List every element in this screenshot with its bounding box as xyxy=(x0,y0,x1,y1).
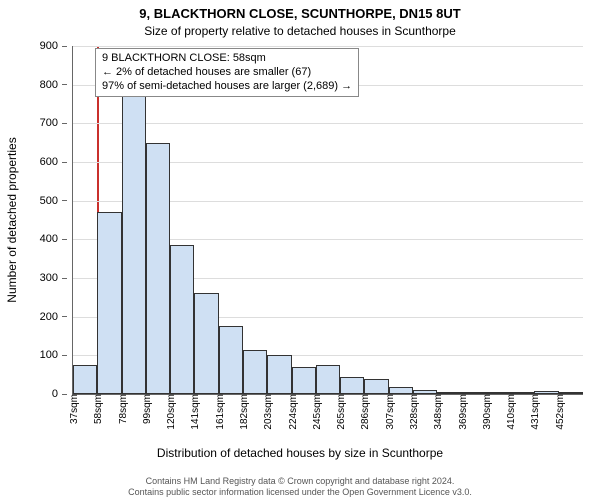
x-tick: 369sqm xyxy=(458,394,469,430)
x-tick: 328sqm xyxy=(409,394,420,430)
histogram-bar xyxy=(122,77,146,394)
x-tick: 182sqm xyxy=(239,394,250,430)
x-tick: 141sqm xyxy=(190,394,201,430)
histogram-bar xyxy=(389,387,413,394)
histogram-bar xyxy=(73,365,97,394)
x-tick: 452sqm xyxy=(555,394,566,430)
histogram-bar xyxy=(267,355,291,394)
y-tick: 400 xyxy=(40,233,73,245)
plot-area: 010020030040050060070080090037sqm58sqm78… xyxy=(72,46,583,395)
histogram-bar xyxy=(292,367,316,394)
histogram-bar xyxy=(170,245,194,394)
histogram-bar xyxy=(340,377,364,394)
annotation-box: 9 BLACKTHORN CLOSE: 58sqm ← 2% of detach… xyxy=(95,48,359,97)
annotation-line: 97% of semi-detached houses are larger (… xyxy=(102,80,352,94)
y-tick: 800 xyxy=(40,79,73,91)
grid-line xyxy=(73,123,583,124)
x-tick: 120sqm xyxy=(166,394,177,430)
chart-title: 9, BLACKTHORN CLOSE, SCUNTHORPE, DN15 8U… xyxy=(0,6,600,21)
y-tick: 500 xyxy=(40,195,73,207)
histogram-bar xyxy=(219,326,243,394)
y-tick: 900 xyxy=(40,40,73,52)
x-tick: 224sqm xyxy=(288,394,299,430)
chart-container: 9, BLACKTHORN CLOSE, SCUNTHORPE, DN15 8U… xyxy=(0,0,600,500)
x-tick: 348sqm xyxy=(433,394,444,430)
histogram-bar xyxy=(194,293,218,394)
x-tick: 431sqm xyxy=(530,394,541,430)
y-tick: 100 xyxy=(40,349,73,361)
y-tick: 300 xyxy=(40,272,73,284)
x-tick: 307sqm xyxy=(385,394,396,430)
x-tick: 245sqm xyxy=(312,394,323,430)
histogram-bar xyxy=(364,379,388,394)
x-tick: 390sqm xyxy=(482,394,493,430)
x-tick: 203sqm xyxy=(263,394,274,430)
x-tick: 58sqm xyxy=(93,394,104,424)
histogram-bar xyxy=(146,143,170,394)
x-axis-label: Distribution of detached houses by size … xyxy=(0,446,600,460)
chart-subtitle: Size of property relative to detached ho… xyxy=(0,24,600,38)
annotation-line: 9 BLACKTHORN CLOSE: 58sqm xyxy=(102,52,352,66)
y-tick: 700 xyxy=(40,117,73,129)
y-axis-label: Number of detached properties xyxy=(5,137,19,302)
x-tick: 410sqm xyxy=(506,394,517,430)
x-tick: 161sqm xyxy=(215,394,226,430)
x-tick: 78sqm xyxy=(118,394,129,424)
y-tick: 200 xyxy=(40,311,73,323)
x-tick: 99sqm xyxy=(142,394,153,424)
footer-line: Contains public sector information licen… xyxy=(0,487,600,498)
footer-line: Contains HM Land Registry data © Crown c… xyxy=(0,476,600,487)
annotation-line: ← 2% of detached houses are smaller (67) xyxy=(102,66,352,80)
x-tick: 265sqm xyxy=(336,394,347,430)
histogram-bar xyxy=(316,365,340,394)
histogram-bar xyxy=(97,212,121,394)
x-tick: 286sqm xyxy=(360,394,371,430)
x-tick: 37sqm xyxy=(69,394,80,424)
histogram-bar xyxy=(243,350,267,394)
grid-line xyxy=(73,46,583,47)
y-tick: 600 xyxy=(40,156,73,168)
footer-attribution: Contains HM Land Registry data © Crown c… xyxy=(0,476,600,498)
